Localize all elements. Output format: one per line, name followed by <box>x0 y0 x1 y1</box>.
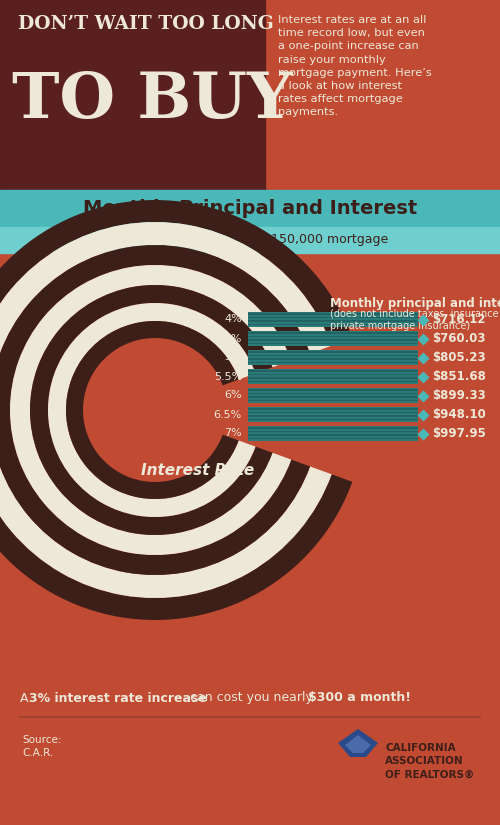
Text: 7%: 7% <box>224 428 242 439</box>
Bar <box>248 415 418 417</box>
Wedge shape <box>0 245 310 575</box>
Bar <box>248 377 418 379</box>
Bar <box>248 389 418 390</box>
Bar <box>248 323 418 325</box>
Bar <box>248 381 418 382</box>
Text: $899.33: $899.33 <box>432 389 486 402</box>
Wedge shape <box>30 285 272 535</box>
Text: $851.68: $851.68 <box>432 370 486 383</box>
Text: TO BUY: TO BUY <box>12 70 292 131</box>
Text: Interest rates are at an all
time record low, but even
a one-point increase can
: Interest rates are at an all time record… <box>278 15 432 117</box>
Bar <box>248 396 418 398</box>
Bar <box>248 339 418 341</box>
Bar <box>0 227 500 253</box>
Text: 5%: 5% <box>224 352 242 362</box>
Bar <box>248 419 418 420</box>
Text: Interest Rate: Interest Rate <box>142 463 254 478</box>
Bar <box>248 331 418 346</box>
Bar <box>0 190 500 228</box>
Text: Source:
C.A.R.: Source: C.A.R. <box>22 735 62 758</box>
Text: (does not include taxes, insurance or
private mortgage insurance): (does not include taxes, insurance or pr… <box>330 309 500 332</box>
Bar <box>248 431 418 432</box>
Bar <box>248 320 418 322</box>
Text: 6.5%: 6.5% <box>214 409 242 419</box>
Bar <box>248 374 418 375</box>
Bar <box>248 426 418 441</box>
Text: $997.95: $997.95 <box>432 427 486 440</box>
Wedge shape <box>48 303 256 517</box>
Bar <box>0 0 265 200</box>
Text: A: A <box>20 691 32 705</box>
Text: $805.23: $805.23 <box>432 351 486 364</box>
Bar <box>248 351 418 352</box>
Bar <box>248 362 418 363</box>
Text: 4%: 4% <box>224 314 242 324</box>
Bar <box>248 317 418 318</box>
Bar <box>248 343 418 344</box>
Polygon shape <box>345 735 371 753</box>
Text: can cost you nearly: can cost you nearly <box>186 691 317 705</box>
Text: Monthly Principal and Interest: Monthly Principal and Interest <box>83 199 417 218</box>
Text: $948.10: $948.10 <box>432 408 486 421</box>
Text: 5.5%: 5.5% <box>214 371 242 381</box>
Bar <box>248 438 418 439</box>
Text: 3% interest rate increase: 3% interest rate increase <box>29 691 207 705</box>
Bar <box>248 332 418 333</box>
Bar <box>248 350 418 365</box>
Text: 4.5%: 4.5% <box>214 333 242 343</box>
Bar <box>248 388 418 403</box>
Wedge shape <box>0 200 352 620</box>
Bar <box>248 434 418 436</box>
Bar <box>248 355 418 356</box>
Bar <box>248 427 418 428</box>
Text: on a 30-year, fixed-rate $150,000 mortgage: on a 30-year, fixed-rate $150,000 mortga… <box>112 233 388 247</box>
Bar <box>248 400 418 401</box>
Bar <box>248 412 418 413</box>
Text: Monthly principal and interest: Monthly principal and interest <box>330 297 500 310</box>
Bar <box>248 370 418 371</box>
Bar <box>248 336 418 337</box>
Wedge shape <box>10 265 292 555</box>
Text: $300 a month!: $300 a month! <box>308 691 411 705</box>
Bar <box>248 369 418 384</box>
Text: $760.03: $760.03 <box>432 332 486 345</box>
Wedge shape <box>0 222 332 598</box>
Bar <box>248 312 418 327</box>
Bar <box>248 408 418 409</box>
Wedge shape <box>66 321 238 499</box>
Text: CALIFORNIA
ASSOCIATION
OF REALTORS®: CALIFORNIA ASSOCIATION OF REALTORS® <box>385 743 474 780</box>
Bar <box>248 393 418 394</box>
Text: DON’T WAIT TOO LONG: DON’T WAIT TOO LONG <box>18 15 274 33</box>
Bar <box>248 407 418 422</box>
Text: 6%: 6% <box>224 390 242 400</box>
Bar <box>248 358 418 360</box>
Text: $716.12: $716.12 <box>432 313 486 326</box>
Polygon shape <box>338 729 378 757</box>
